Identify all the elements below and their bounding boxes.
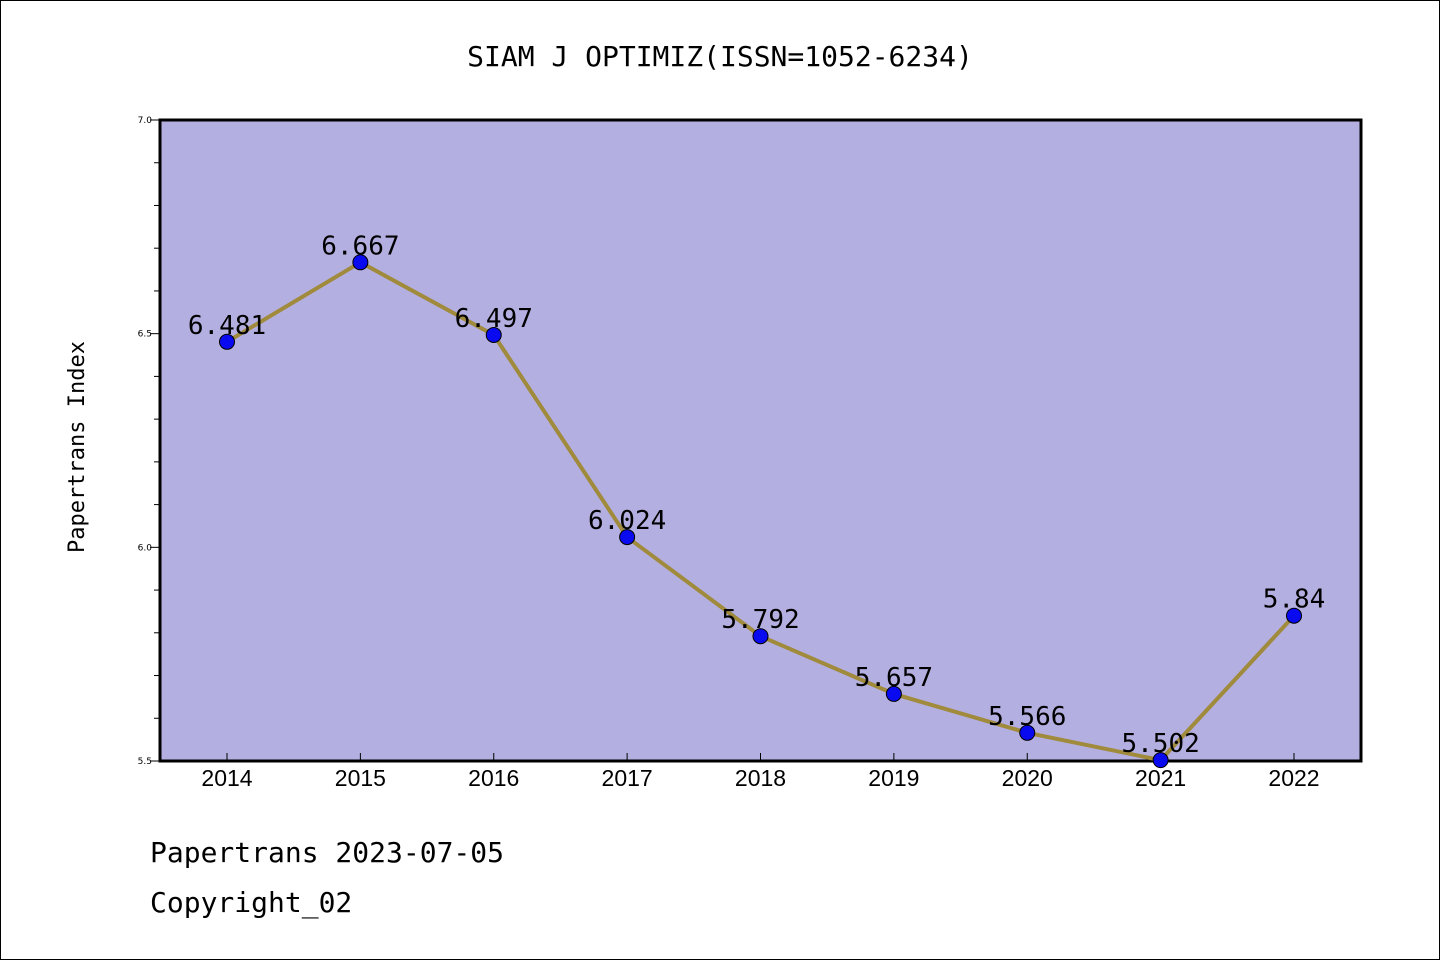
x-axis: 2014 2015 2016 2017 2018 2019 2020 2021 2022 xyxy=(201,753,1320,791)
y-axis-label: Papertrans Index xyxy=(65,341,90,553)
footer-date: Papertrans 2023-07-05 xyxy=(150,836,505,869)
data-label: 5.502 xyxy=(1121,729,1199,759)
data-label: 6.024 xyxy=(588,506,666,536)
data-label: 5.566 xyxy=(988,702,1066,732)
data-labels: 6.481 6.667 6.497 6.024 5.792 5.657 5.566 5.502… xyxy=(188,231,1325,759)
chart-title: SIAM J OPTIMIZ(ISSN=1052-6234) xyxy=(467,40,973,73)
data-point xyxy=(219,333,235,350)
x-tick-label: 2018 xyxy=(735,765,786,791)
data-label: 6.481 xyxy=(188,311,266,341)
x-tick-label: 2020 xyxy=(1002,765,1053,791)
y-tick-label: 7.0 xyxy=(138,116,153,126)
data-label: 6.497 xyxy=(455,304,533,334)
x-tick-label: 2017 xyxy=(602,765,653,791)
data-point xyxy=(885,685,902,702)
x-tick-label: 2014 xyxy=(201,765,252,791)
y-axis: 5.5 6.0 6.5 7.0 xyxy=(138,116,160,767)
footer-copyright: Copyright_02 xyxy=(150,886,353,919)
y-tick-label: 5.5 xyxy=(138,757,152,767)
data-point xyxy=(1019,724,1036,741)
data-point xyxy=(752,628,769,645)
x-tick-label: 2016 xyxy=(468,765,519,791)
data-label: 5.657 xyxy=(855,663,933,693)
y-tick-label: 6.5 xyxy=(138,330,152,340)
data-label: 5.84 xyxy=(1263,585,1326,615)
x-tick-label: 2015 xyxy=(335,765,386,791)
x-tick-label: 2019 xyxy=(868,765,919,791)
y-tick-label: 6.0 xyxy=(138,543,153,553)
data-point xyxy=(619,529,636,546)
data-label: 5.792 xyxy=(721,605,799,635)
plot-area xyxy=(158,118,1363,763)
data-point xyxy=(485,326,502,343)
x-tick-label: 2021 xyxy=(1135,765,1186,791)
data-label: 6.667 xyxy=(321,231,399,261)
data-points xyxy=(219,254,1302,769)
data-point xyxy=(352,254,369,271)
x-tick-label: 2022 xyxy=(1268,765,1319,791)
data-point xyxy=(1286,607,1302,624)
data-point xyxy=(1152,752,1169,769)
